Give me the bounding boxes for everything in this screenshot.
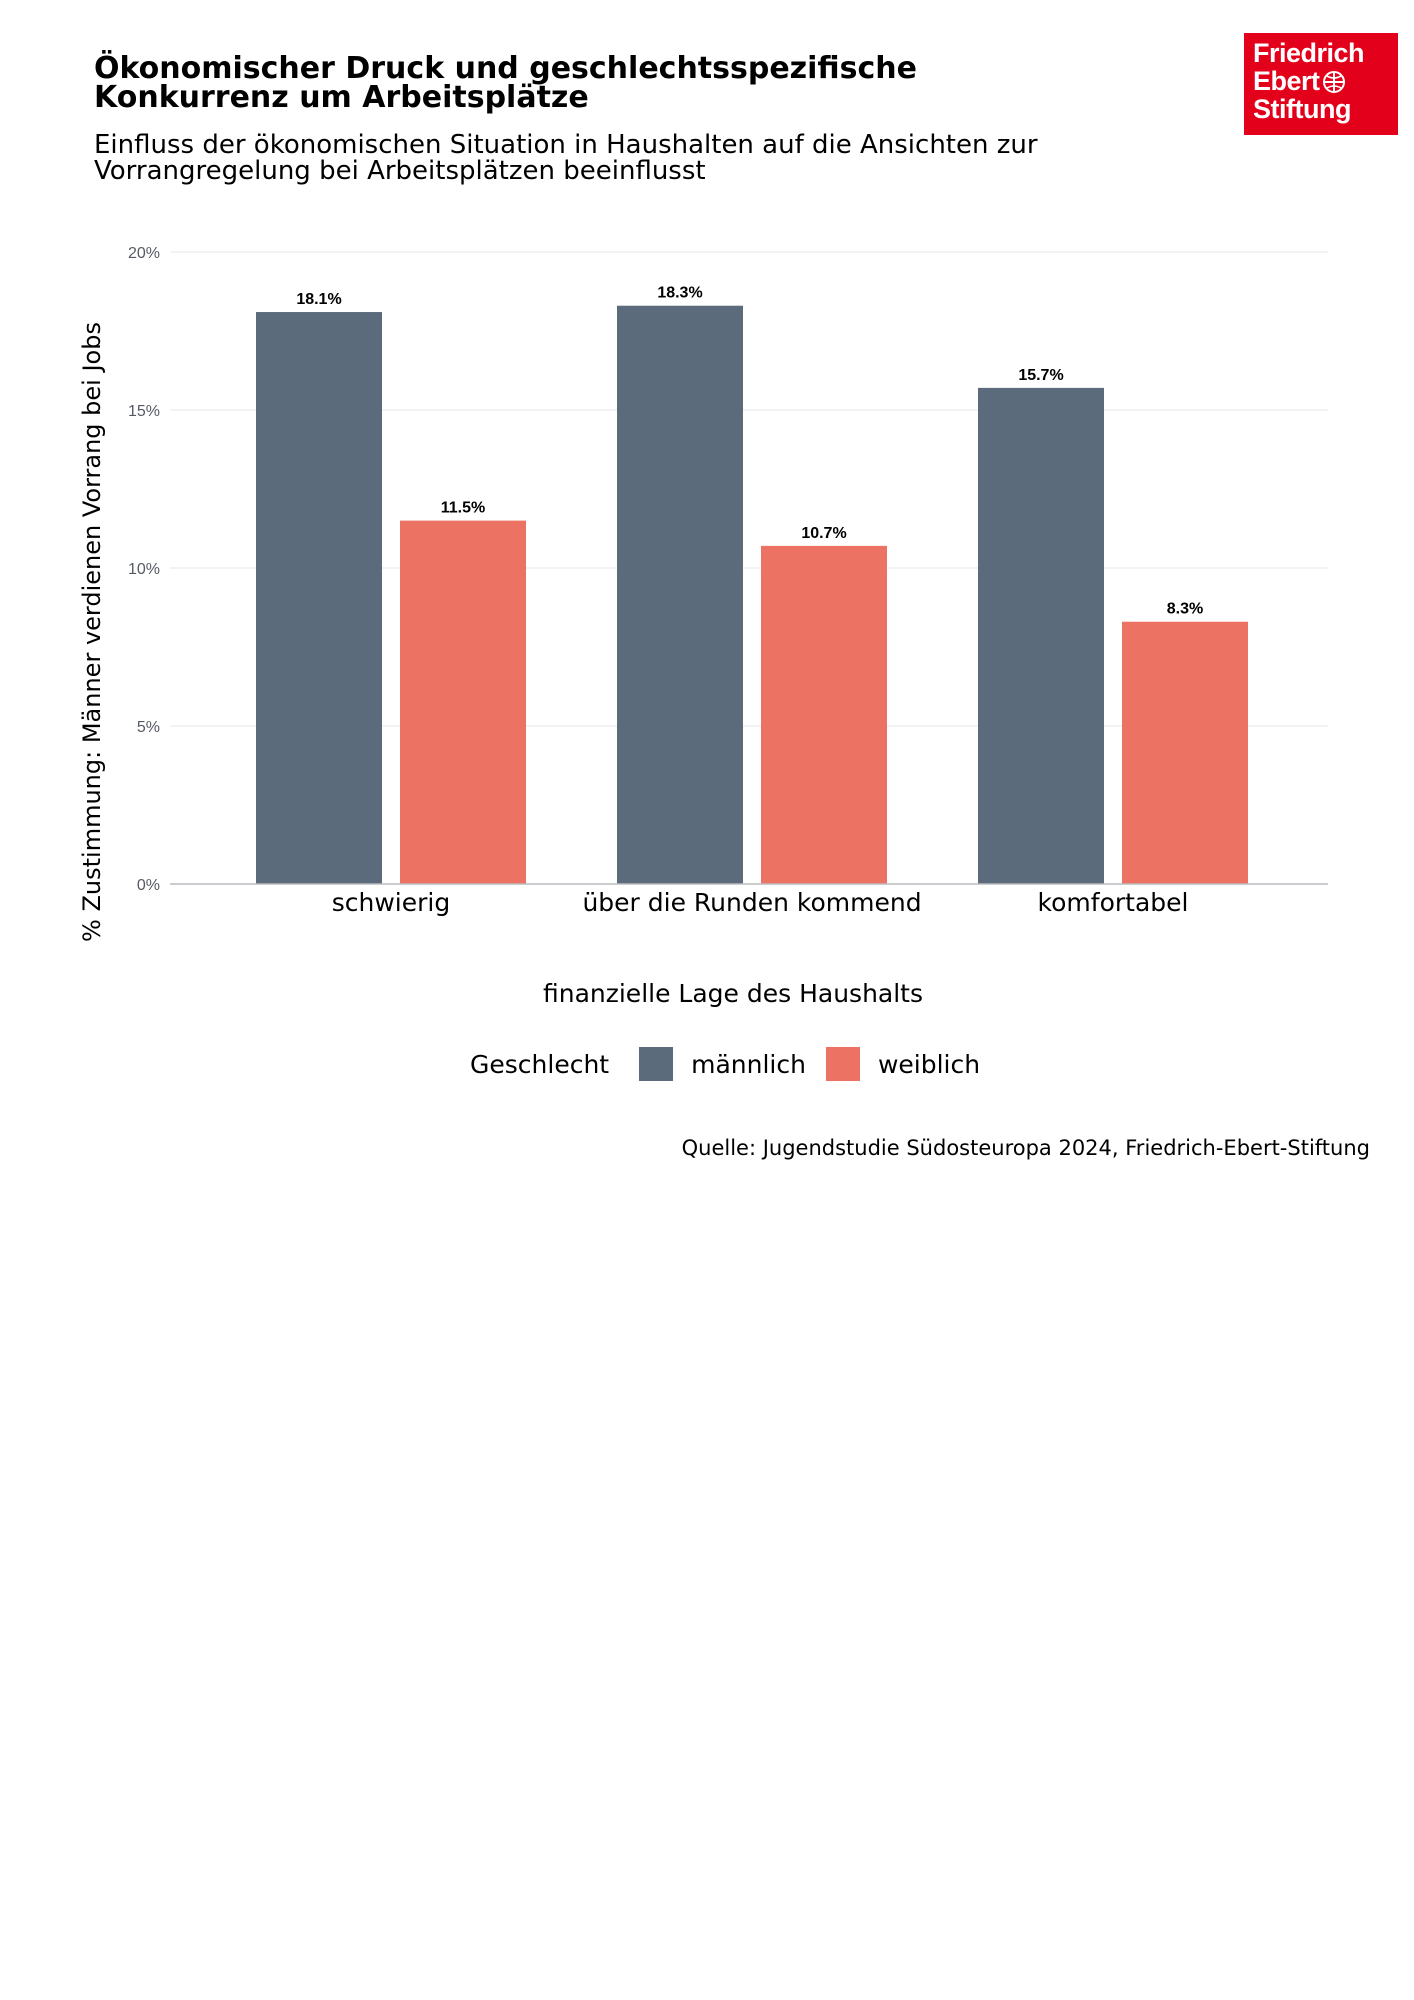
bar-maennlich <box>617 305 743 885</box>
y-tick-label: 0% <box>137 877 160 894</box>
globe-icon <box>1322 71 1345 93</box>
y-tick-label: 15% <box>128 403 160 420</box>
data-label: 15.7% <box>1018 367 1063 384</box>
bar-weiblich <box>761 545 887 884</box>
legend-label-weiblich: weiblich <box>877 1049 981 1079</box>
fes-logo: Friedrich Ebert Stiftung <box>1244 33 1398 135</box>
legend-item-maennlich: männlich <box>639 1047 806 1081</box>
logo-line-3: Stiftung <box>1253 94 1351 124</box>
logo-line-2: Ebert <box>1253 67 1398 95</box>
y-axis-label: % Zustimmung: Männer verdienen Vorrang b… <box>78 322 106 942</box>
data-label: 8.3% <box>1167 601 1203 618</box>
source-note: Quelle: Jugendstudie Südosteuropa 2024, … <box>681 1136 1370 1160</box>
y-tick-labels: 0% 5% 10% 15% 20% <box>128 245 160 894</box>
legend-title: Geschlecht <box>470 1049 610 1079</box>
category-label: schwierig <box>332 888 450 917</box>
bar-chart: 0% 5% 10% 15% 20% 18.1% 11.5% 18.3% 10.7% 15.7% 8… <box>78 245 1328 1008</box>
y-tick-label: 20% <box>128 245 160 262</box>
category-label: über die Runden kommend <box>582 888 921 917</box>
y-tick-label: 5% <box>137 719 160 736</box>
legend-swatch-maennlich <box>639 1047 674 1081</box>
bar-weiblich <box>1122 621 1248 884</box>
data-label: 11.5% <box>441 500 485 517</box>
logo-line-2-text: Ebert <box>1253 66 1320 96</box>
category-label: komfortabel <box>1038 888 1189 917</box>
bar-maennlich <box>978 387 1104 884</box>
data-labels: 18.1% 11.5% 18.3% 10.7% 15.7% 8.3% <box>296 285 1203 618</box>
legend: Geschlecht männlich weiblich <box>470 1042 1000 1086</box>
legend-swatch-weiblich <box>825 1047 860 1081</box>
logo-line-1: Friedrich <box>1253 38 1365 68</box>
data-label: 18.1% <box>296 291 341 308</box>
category-labels: schwierig über die Runden kommend komforta… <box>332 888 1189 917</box>
y-tick-label: 10% <box>128 561 160 578</box>
data-label: 18.3% <box>657 285 702 302</box>
chart-subtitle: Einfluss der ökonomischen Situation in H… <box>94 130 1038 186</box>
x-axis-label: finanzielle Lage des Haushalts <box>543 979 923 1008</box>
data-label: 10.7% <box>801 525 846 542</box>
chart-title: Ökonomischer Druck und geschlechtsspezif… <box>94 51 918 115</box>
bars <box>256 305 1248 885</box>
legend-label-maennlich: männlich <box>691 1049 806 1079</box>
legend-item-weiblich: weiblich <box>825 1047 981 1081</box>
bar-weiblich <box>400 520 526 884</box>
bar-maennlich <box>256 312 382 884</box>
